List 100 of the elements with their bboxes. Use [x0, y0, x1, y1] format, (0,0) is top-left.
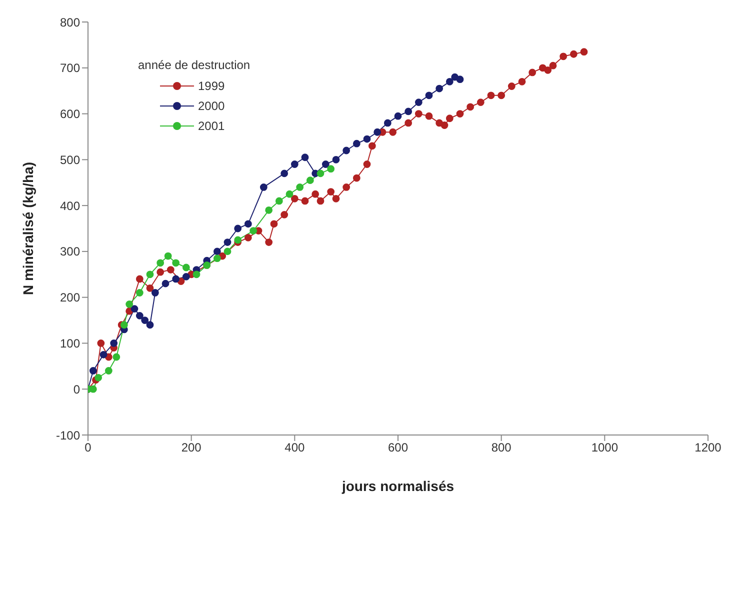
- point: [270, 220, 278, 228]
- y-tick-label: 300: [60, 244, 80, 259]
- point: [104, 367, 112, 374]
- point: [182, 272, 190, 280]
- point: [544, 66, 552, 74]
- point: [332, 194, 340, 202]
- point: [275, 197, 283, 205]
- point: [466, 103, 474, 111]
- point: [136, 275, 144, 283]
- y-tick-label: 400: [60, 198, 80, 213]
- point: [172, 275, 180, 283]
- x-tick-label: 200: [181, 440, 202, 455]
- point: [440, 122, 448, 129]
- point: [446, 78, 454, 86]
- point: [456, 76, 464, 84]
- point: [301, 154, 309, 162]
- point: [312, 190, 320, 198]
- point: [213, 254, 221, 262]
- x-tick-label: 800: [491, 440, 512, 455]
- point: [549, 62, 557, 70]
- point: [244, 220, 252, 228]
- point: [146, 284, 154, 292]
- point: [363, 160, 371, 168]
- point: [94, 374, 102, 382]
- point: [425, 92, 433, 100]
- y-tick-label: 600: [60, 107, 80, 122]
- point: [560, 52, 568, 60]
- point: [436, 84, 444, 92]
- point: [89, 367, 97, 374]
- point: [456, 110, 464, 118]
- point: [518, 78, 526, 86]
- x-tick-label: 1000: [591, 440, 618, 455]
- point: [404, 119, 412, 127]
- point: [342, 146, 350, 154]
- point: [580, 48, 588, 56]
- point: [352, 140, 360, 148]
- point: [286, 190, 294, 198]
- point: [316, 170, 324, 178]
- point: [156, 268, 164, 276]
- point: [363, 135, 371, 143]
- point: [508, 82, 516, 90]
- point: [384, 119, 392, 127]
- y-tick-label: -100: [56, 428, 80, 442]
- point: [265, 238, 273, 246]
- point: [352, 174, 360, 182]
- point: [374, 128, 382, 136]
- point: [446, 114, 454, 122]
- y-tick-label: 100: [60, 336, 80, 350]
- point: [327, 165, 335, 173]
- point: [166, 266, 174, 274]
- x-tick-label: 1200: [694, 440, 722, 455]
- point: [389, 128, 397, 136]
- point: [164, 252, 172, 260]
- legend-label: 2000: [198, 99, 225, 113]
- point: [130, 305, 138, 313]
- point: [224, 248, 232, 256]
- point: [136, 289, 144, 296]
- point: [394, 112, 402, 120]
- x-tick-label: 400: [284, 440, 305, 455]
- point: [570, 50, 578, 58]
- point: [290, 194, 298, 202]
- point: [213, 248, 221, 256]
- point: [224, 238, 232, 246]
- point: [141, 316, 149, 324]
- point: [290, 160, 298, 168]
- legend-title: année de destruction: [138, 58, 250, 72]
- point: [151, 289, 159, 296]
- x-tick-label: 0: [84, 440, 92, 455]
- point: [425, 112, 433, 120]
- point: [100, 350, 108, 358]
- y-tick-label: 700: [60, 61, 80, 76]
- point: [97, 340, 105, 347]
- point: [250, 227, 258, 234]
- point: [498, 92, 506, 100]
- point: [234, 236, 242, 244]
- y-tick-label: 200: [60, 290, 80, 305]
- point: [265, 206, 273, 214]
- x-axis-title: jours normalisés: [340, 478, 454, 494]
- point: [342, 184, 350, 191]
- point: [110, 340, 118, 347]
- point: [327, 188, 335, 196]
- point: [280, 170, 288, 178]
- point: [280, 211, 288, 218]
- point: [404, 108, 412, 116]
- point: [126, 300, 134, 308]
- point: [112, 353, 120, 361]
- y-tick-label: 500: [60, 152, 80, 167]
- point: [296, 184, 304, 191]
- point: [146, 321, 154, 329]
- point: [316, 197, 324, 205]
- point: [476, 98, 484, 106]
- point: [487, 92, 495, 100]
- legend-label: 1999: [198, 79, 225, 93]
- point: [528, 68, 536, 76]
- point: [306, 176, 314, 184]
- y-tick-label: 0: [73, 382, 80, 396]
- point: [172, 259, 180, 267]
- x-tick-label: 600: [388, 440, 408, 455]
- legend-label: 2001: [198, 119, 225, 133]
- point: [182, 264, 190, 272]
